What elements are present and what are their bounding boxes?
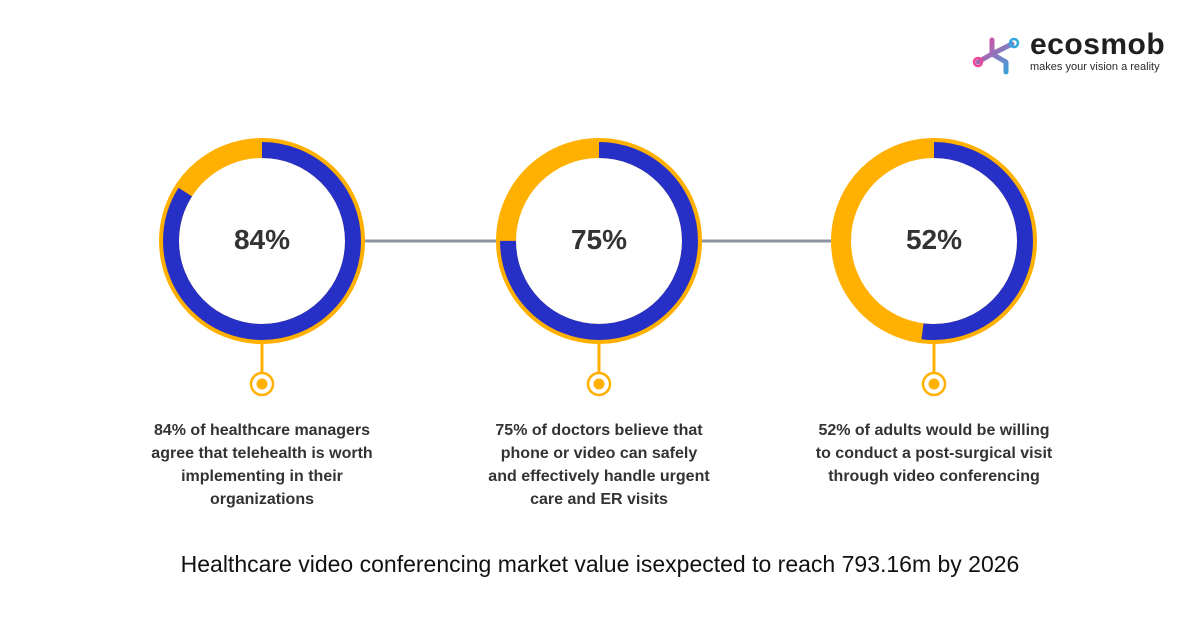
donut-arc-blue (500, 142, 698, 340)
percentage-label: 75% (570, 224, 628, 255)
stat-caption: 52% of adults would be willing to conduct… (815, 422, 1053, 485)
footer-headline: Healthcare video conferencing market val… (180, 551, 1020, 577)
marker-dot (928, 378, 940, 390)
percentage-label: 84% (233, 224, 291, 255)
stat-caption: 75% of doctors believe that phone or vide… (488, 422, 710, 508)
marker-dot (256, 378, 268, 390)
brand-logo: ecosmob makes your vision a reality (972, 28, 1182, 78)
brand-name: ecosmob (1030, 28, 1166, 61)
marker-dot (593, 378, 605, 390)
brand-tagline: makes your vision a reality (1030, 61, 1160, 73)
donut-arc-blue (835, 142, 1033, 340)
stat-caption: 84% of healthcare managers agree that tel… (151, 422, 373, 508)
ecosmob-logo-icon (972, 37, 1020, 75)
donut-arc-blue (163, 142, 361, 340)
percentage-label: 52% (905, 224, 963, 255)
